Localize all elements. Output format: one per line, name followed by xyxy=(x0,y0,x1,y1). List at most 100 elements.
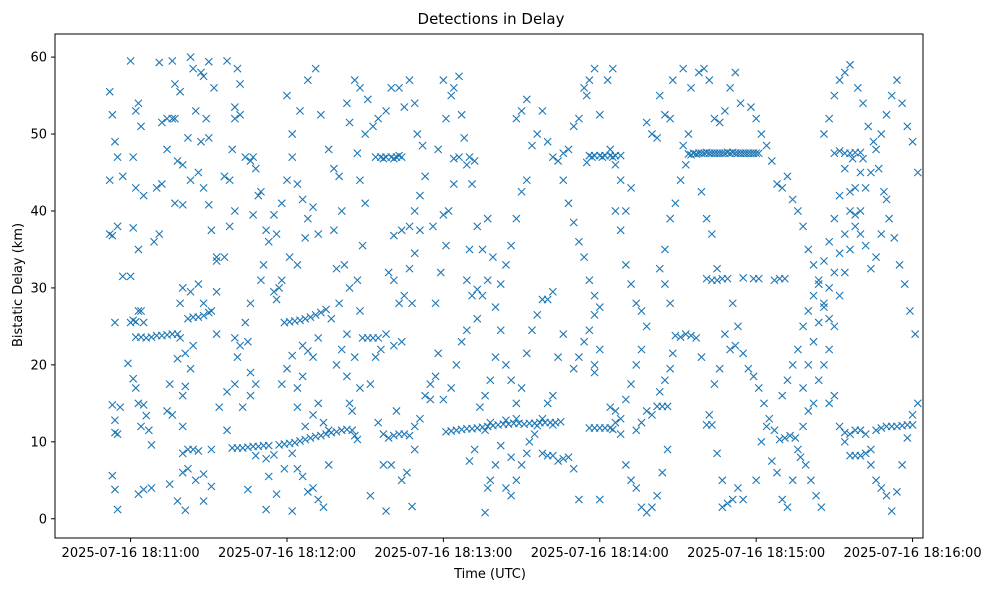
data-point xyxy=(361,199,370,208)
y-tick-label: 50 xyxy=(30,128,47,143)
data-point xyxy=(814,318,823,327)
data-point xyxy=(199,299,208,308)
data-point xyxy=(439,395,448,404)
data-point xyxy=(564,453,573,462)
data-point xyxy=(439,76,448,85)
data-point xyxy=(687,331,696,340)
data-point xyxy=(733,483,742,492)
data-point xyxy=(327,314,336,323)
data-point xyxy=(186,176,195,185)
data-point xyxy=(846,430,855,439)
data-point xyxy=(713,449,722,458)
data-point xyxy=(189,445,198,454)
data-point xyxy=(825,399,834,408)
data-point xyxy=(663,402,672,411)
data-point xyxy=(254,191,263,200)
data-point xyxy=(903,433,912,442)
data-point xyxy=(223,387,232,396)
data-point xyxy=(415,226,424,235)
data-point xyxy=(632,360,641,369)
data-point xyxy=(496,326,505,335)
data-point xyxy=(786,431,795,440)
data-point xyxy=(449,180,458,189)
data-point xyxy=(580,253,589,262)
data-point xyxy=(783,376,792,385)
data-point xyxy=(170,80,179,89)
data-point xyxy=(473,314,482,323)
data-point xyxy=(608,153,617,162)
data-point xyxy=(879,187,888,196)
data-point xyxy=(460,133,469,142)
data-point xyxy=(395,83,404,92)
data-point xyxy=(861,183,870,192)
data-point xyxy=(293,180,302,189)
data-point xyxy=(882,491,891,500)
data-point xyxy=(186,364,195,373)
data-point xyxy=(449,83,458,92)
data-point xyxy=(767,457,776,466)
data-point xyxy=(371,353,380,362)
data-point xyxy=(587,153,596,162)
data-point xyxy=(410,206,419,215)
data-point xyxy=(564,199,573,208)
data-point xyxy=(788,195,797,204)
data-point xyxy=(384,433,393,442)
data-point xyxy=(314,399,323,408)
data-point xyxy=(282,91,291,100)
data-point xyxy=(207,307,216,315)
data-point xyxy=(173,497,182,506)
data-point xyxy=(739,495,748,504)
data-point xyxy=(666,364,675,373)
data-point xyxy=(155,230,164,239)
data-point xyxy=(452,360,461,369)
data-point xyxy=(296,437,305,446)
data-point xyxy=(306,313,315,322)
data-point xyxy=(653,133,662,142)
data-point xyxy=(405,76,414,85)
data-point xyxy=(431,299,440,308)
data-point xyxy=(830,214,839,223)
data-point xyxy=(147,483,156,492)
data-point xyxy=(418,141,427,150)
data-point xyxy=(491,303,500,312)
data-point xyxy=(387,83,396,92)
data-point xyxy=(421,391,430,400)
data-point xyxy=(455,153,464,162)
data-point xyxy=(353,435,362,444)
data-point xyxy=(882,110,891,119)
data-point xyxy=(621,460,630,469)
plot-area-frame xyxy=(54,33,924,539)
data-point xyxy=(431,372,440,381)
data-point xyxy=(105,87,114,96)
data-point xyxy=(856,206,865,215)
data-point xyxy=(131,106,140,115)
x-tick-label: 2025-07-16 18:15:00 xyxy=(687,546,825,561)
data-point xyxy=(507,453,516,462)
data-point xyxy=(668,76,677,85)
data-point xyxy=(608,64,617,73)
data-point xyxy=(131,183,140,192)
data-point xyxy=(627,380,636,389)
data-point xyxy=(877,230,886,239)
data-point xyxy=(707,420,716,429)
data-point xyxy=(872,476,881,485)
data-point xyxy=(543,399,552,408)
x-axis-ticks: 2025-07-16 18:11:00 2025-07-16 18:12:00 20… xyxy=(62,538,982,561)
data-point xyxy=(389,154,398,163)
data-point xyxy=(681,160,690,169)
data-point xyxy=(389,341,398,350)
data-point xyxy=(512,214,521,223)
data-point xyxy=(137,307,146,315)
data-point xyxy=(655,387,664,396)
data-point xyxy=(157,118,166,127)
data-point xyxy=(309,410,318,419)
data-point xyxy=(846,60,855,69)
data-point xyxy=(410,422,419,431)
data-point xyxy=(574,353,583,362)
x-tick-label: 2025-07-16 18:12:00 xyxy=(218,546,356,561)
data-point xyxy=(134,307,143,315)
data-point xyxy=(392,407,401,416)
data-point xyxy=(176,299,185,308)
data-point xyxy=(723,499,732,508)
